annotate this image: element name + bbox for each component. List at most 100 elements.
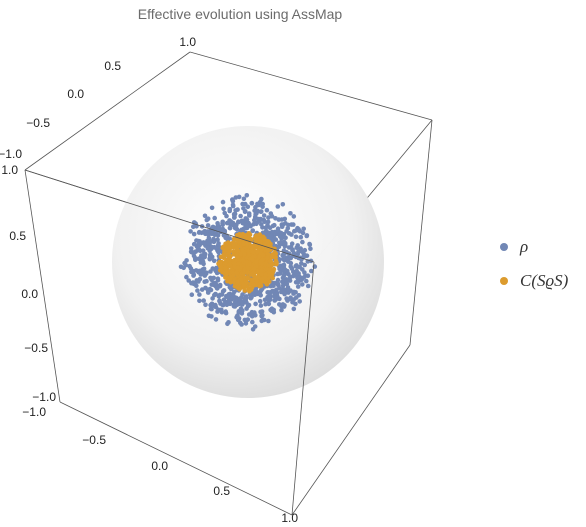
data-point-rho [219,307,224,313]
data-point-rho [225,321,230,327]
data-point-rho [216,226,222,231]
data-point-rho [227,225,233,231]
data-point-crho [261,237,267,242]
data-point-rho [181,265,186,271]
data-point-rho [239,322,244,327]
legend: ρ C(SϱS) [500,230,568,298]
data-point-rho [250,228,255,234]
data-point-rho [223,300,228,306]
data-point-rho [250,327,256,332]
data-point-rho [208,269,213,274]
data-point-rho [244,306,249,311]
data-point-rho [227,206,233,212]
data-point-rho [292,228,297,234]
data-point-crho [265,252,271,257]
data-point-rho [282,291,287,297]
data-point-crho [242,288,248,293]
data-point-crho [254,249,260,255]
data-point-crho [238,234,244,239]
legend-marker-crho [500,277,508,285]
data-point-rho [205,290,211,295]
data-point-crho [239,277,244,283]
data-point-crho [259,268,265,273]
data-point-crho [234,246,240,252]
data-point-rho [301,275,307,280]
data-point-rho [257,298,263,304]
data-point-rho [281,266,287,271]
data-point-rho [294,264,300,270]
data-point-rho [213,304,219,310]
data-point-rho [264,207,270,213]
data-point-rho [187,263,192,269]
data-point-rho [202,254,207,260]
data-point-rho [296,249,301,254]
data-point-rho [269,229,275,235]
data-point-rho [280,302,286,307]
data-point-rho [283,235,288,240]
data-point-rho [239,311,245,316]
data-point-rho [305,283,311,289]
data-point-rho [285,270,290,276]
data-point-rho [276,217,282,222]
data-point-rho [300,239,305,245]
data-point-rho [228,301,233,307]
data-point-rho [197,239,202,244]
data-point-rho [209,205,215,211]
tick-label-axis2: −1.0 [32,390,56,404]
box-edge-front-right [291,261,315,516]
data-point-rho [196,246,201,252]
data-point-rho [275,204,281,209]
data-point-rho [203,285,208,291]
data-point-crho [241,242,246,247]
data-point-rho [206,313,212,319]
data-point-crho [247,232,253,238]
data-point-crho [262,240,268,246]
data-point-crho [218,268,224,273]
data-point-rho [258,303,264,308]
data-point-rho [223,309,228,314]
data-point-rho [285,285,291,290]
data-point-rho [201,266,207,272]
data-point-rho [251,310,257,316]
data-point-rho [293,234,299,240]
data-point-rho [285,259,291,264]
data-point-rho [253,214,258,219]
data-point-rho [279,224,285,229]
legend-item-rho: ρ [500,230,568,264]
data-point-rho [244,300,249,305]
data-point-rho [231,223,236,228]
data-point-crho [232,261,237,267]
tick-label-axis3: 1.0 [281,511,298,525]
tick-label-axis3: −1.0 [22,405,46,419]
data-point-rho [267,225,273,230]
data-point-rho [289,232,294,237]
data-point-crho [254,233,259,238]
data-point-rho [270,288,276,294]
data-point-crho [235,261,241,266]
data-point-crho [230,273,236,279]
data-point-rho [261,213,267,218]
data-point-rho [291,214,297,219]
data-point-rho [197,298,202,304]
chart-title: Effective evolution using AssMap [137,6,343,22]
tick-label-axis2: −0.5 [24,341,48,355]
box-edge-front-left [24,169,61,403]
data-point-rho [220,219,225,225]
data-point-crho [258,279,264,285]
data-point-rho [241,226,246,232]
tick-label-axis1: 1.0 [179,35,196,49]
data-point-rho [211,258,217,264]
data-point-rho [209,229,215,235]
data-point-rho [245,317,251,322]
data-point-rho [260,204,265,209]
data-point-crho [255,269,260,275]
data-point-rho [189,280,194,286]
data-point-rho [212,292,217,298]
axis-ticks-layer: −1.0−0.50.00.51.01.00.50.0−0.5−1.0−1.0−0… [0,35,298,525]
data-point-crho [247,289,252,294]
data-point-rho [201,298,206,303]
data-point-rho [241,221,246,226]
data-point-rho [232,214,237,220]
data-point-crho [251,266,257,272]
data-point-rho [243,209,248,214]
